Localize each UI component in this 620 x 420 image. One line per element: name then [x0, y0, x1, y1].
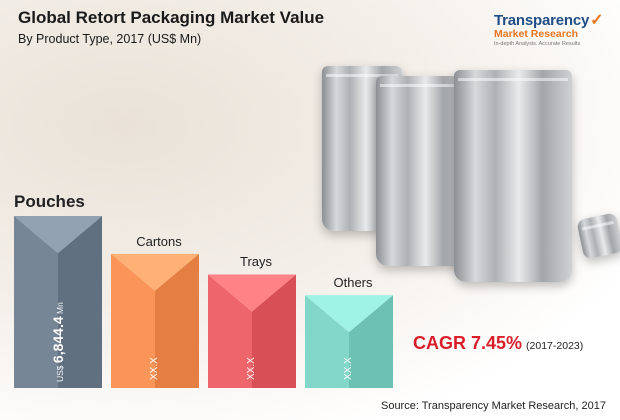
bar-face-right [252, 274, 296, 388]
bar-pouches [14, 216, 102, 388]
value-prefix: US$ [55, 363, 65, 382]
cagr-value: CAGR 7.45% [413, 333, 523, 353]
logo-sub-text: Market Research [494, 28, 579, 40]
checkmark-icon: ✓ [590, 12, 604, 29]
bar-trays [208, 274, 296, 388]
value-suffix: Mn [55, 302, 65, 317]
value-number: 6,844.4 [50, 316, 66, 364]
page-subtitle: By Product Type, 2017 (US$ Mn) [18, 32, 202, 46]
bar-face-left [208, 274, 252, 388]
source-note: Source: Transparency Market Research, 20… [380, 400, 606, 412]
bar-face-top [111, 253, 199, 291]
bar-face-right [58, 216, 102, 388]
value-label-pouches: US$ 6,844.4 Mn [50, 302, 68, 382]
retort-pouch-image [318, 58, 620, 288]
bar-cartons [111, 253, 199, 388]
page-title: Global Retort Packaging Market Value [18, 8, 325, 27]
category-label-pouches: Pouches [14, 192, 85, 211]
cagr-callout: CAGR 7.45% (2017-2023) [413, 333, 583, 354]
bar-face-left [305, 295, 349, 388]
bar-face-top [305, 295, 393, 333]
cagr-period: (2017-2023) [526, 340, 584, 352]
value-label-others: XX.X [343, 357, 354, 380]
bar-face-left [14, 216, 58, 388]
company-logo: Transparency ✓ Market Research In-depth A… [494, 10, 614, 48]
bar-face-top [14, 216, 102, 253]
value-label-cartons: XX.X [149, 357, 160, 380]
bar-face-right [349, 295, 393, 388]
logo-tagline: In-depth Analysis. Accurate Results [494, 41, 581, 47]
bar-face-top [208, 274, 296, 312]
bar-others [305, 295, 393, 388]
bar-face-left [111, 253, 155, 388]
value-label-trays: XX.X [246, 357, 257, 380]
category-label-cartons: Cartons [136, 233, 182, 249]
logo-main-text: Transparency [494, 11, 590, 29]
bar-face-right [155, 253, 199, 388]
category-label-trays: Trays [239, 254, 273, 270]
category-label-others: Others [333, 275, 373, 291]
